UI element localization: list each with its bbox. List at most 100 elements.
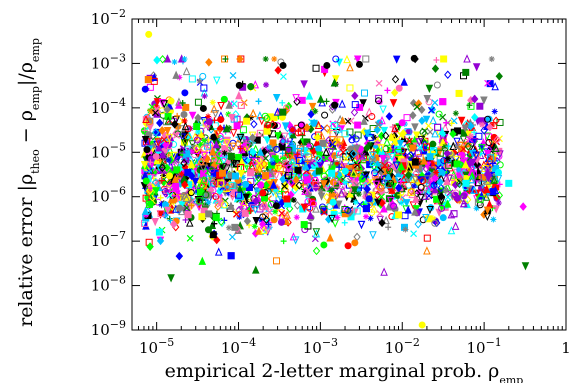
- x-tick-label: 1: [561, 339, 571, 357]
- data-point: [423, 246, 431, 255]
- data-point: [363, 143, 371, 153]
- data-point: [147, 159, 154, 166]
- data-point: [300, 181, 307, 188]
- data-point: [366, 141, 373, 148]
- data-point: [431, 219, 439, 227]
- y-tick-label: 10−9: [91, 318, 126, 339]
- data-point: [229, 142, 238, 151]
- data-point: [425, 122, 432, 130]
- data-point: [209, 99, 216, 106]
- data-point: [193, 136, 201, 144]
- data-point: [266, 144, 273, 151]
- data-point: [392, 161, 401, 170]
- data-point: [329, 140, 337, 148]
- data-point: [470, 138, 479, 147]
- data-point: [188, 148, 195, 155]
- data-point: [314, 120, 323, 129]
- y-tick-label: 10−8: [91, 274, 126, 295]
- data-point: [439, 137, 447, 147]
- data-point: [260, 225, 268, 234]
- data-point: [368, 155, 376, 163]
- data-point: [327, 147, 335, 157]
- data-point: [445, 143, 452, 150]
- data-point: [178, 133, 187, 142]
- data-point: [443, 176, 451, 186]
- data-point: [358, 152, 366, 160]
- data-point: [304, 158, 311, 165]
- data-point: [257, 117, 266, 126]
- data-point: [269, 180, 278, 189]
- data-point: [230, 100, 238, 108]
- plot-frame: [131, 18, 567, 331]
- data-point: [181, 55, 188, 62]
- data-point: [172, 161, 181, 170]
- data-point: [303, 176, 311, 184]
- data-point: [228, 233, 236, 241]
- data-point: [194, 98, 202, 106]
- data-point: [462, 68, 470, 76]
- data-point: [329, 120, 337, 128]
- data-point: [418, 105, 426, 115]
- data-point: [460, 199, 468, 208]
- data-point: [334, 200, 343, 209]
- data-point: [306, 142, 314, 150]
- data-point: [169, 151, 178, 161]
- data-point: [247, 207, 254, 214]
- data-point: [480, 96, 488, 105]
- data-point: [182, 199, 189, 206]
- data-point: [176, 204, 184, 212]
- x-axis-label: empirical 2-letter marginal prob. ρemp: [165, 360, 524, 383]
- data-point: [315, 167, 323, 175]
- data-point: [221, 217, 228, 224]
- data-point: [258, 217, 265, 224]
- data-point: [467, 175, 476, 184]
- data-point: [366, 178, 374, 185]
- data-point: [301, 188, 308, 195]
- data-point: [165, 133, 174, 143]
- data-point: [223, 182, 232, 192]
- data-point: [173, 166, 181, 174]
- data-point: [417, 135, 426, 145]
- data-point: [154, 138, 163, 147]
- data-point: [273, 107, 282, 116]
- data-point: [209, 231, 217, 239]
- data-point: [210, 180, 218, 188]
- data-point: [144, 76, 152, 84]
- data-point: [326, 128, 333, 135]
- data-point: [340, 144, 347, 151]
- data-point: [496, 181, 503, 188]
- data-point: [262, 154, 270, 162]
- data-point: [193, 144, 201, 153]
- data-point: [430, 180, 437, 187]
- data-point: [385, 224, 392, 231]
- data-point: [323, 61, 331, 69]
- data-point: [249, 204, 257, 213]
- data-point: [384, 87, 391, 94]
- data-point: [143, 146, 151, 154]
- data-point: [380, 126, 389, 136]
- data-point: [303, 123, 311, 132]
- data-point: [205, 118, 213, 126]
- data-point: [426, 153, 434, 161]
- data-point: [162, 212, 169, 219]
- data-point: [443, 170, 450, 177]
- data-point: [380, 204, 388, 213]
- data-point: [423, 175, 432, 184]
- data-point: [388, 153, 396, 162]
- data-point: [286, 204, 294, 213]
- data-point: [172, 116, 180, 125]
- data-point: [262, 55, 269, 62]
- data-point: [333, 154, 341, 162]
- data-point: [188, 111, 197, 120]
- data-point: [183, 150, 191, 158]
- data-point: [440, 134, 447, 141]
- data-point: [146, 186, 154, 195]
- data-point: [492, 116, 500, 126]
- data-point: [192, 145, 200, 154]
- data-point: [180, 158, 188, 168]
- data-point: [279, 150, 286, 157]
- data-point: [172, 70, 180, 79]
- data-point: [404, 205, 412, 214]
- data-point: [315, 151, 324, 160]
- data-point: [495, 191, 504, 200]
